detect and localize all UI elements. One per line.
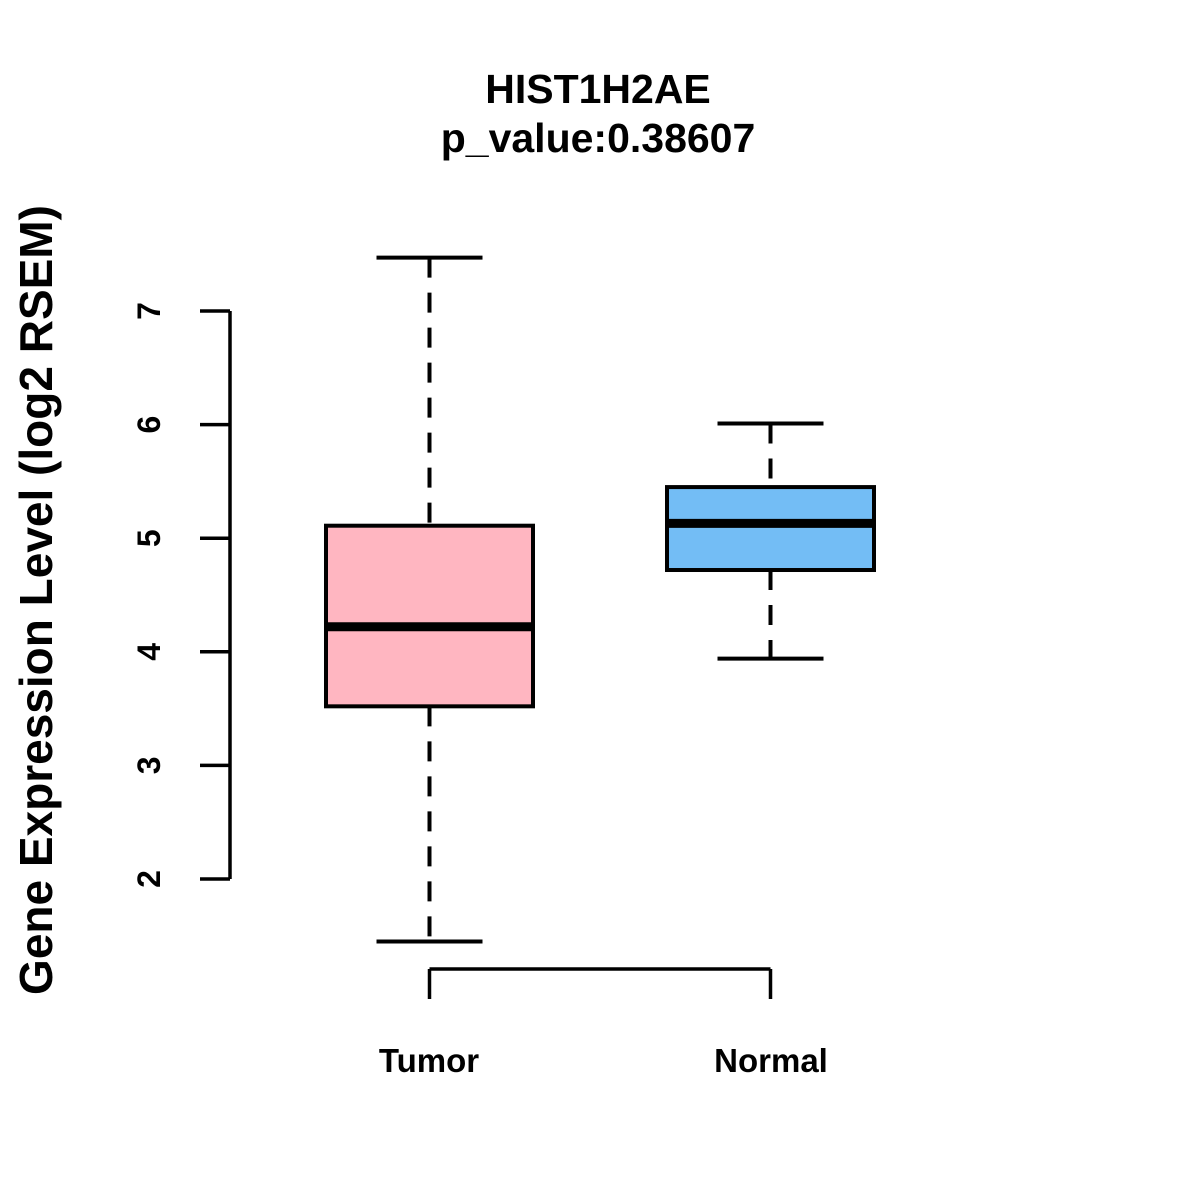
x-group-label-normal: Normal [714, 1042, 828, 1079]
chart-subtitle-pvalue: p_value:0.38607 [440, 115, 756, 161]
x-group-label-tumor: Tumor [378, 1042, 480, 1079]
iqr-box-tumor [324, 523, 535, 709]
y-tick-label: 7 [131, 302, 167, 320]
y-tick-label: 5 [131, 529, 167, 547]
y-tick-label: 3 [131, 757, 167, 775]
iqr-box-normal [665, 485, 876, 573]
y-tick-label: 6 [131, 416, 167, 434]
y-tick-label: 4 [131, 643, 167, 661]
chart-title: HIST1H2AE [485, 66, 711, 112]
y-tick-label: 2 [131, 870, 167, 888]
